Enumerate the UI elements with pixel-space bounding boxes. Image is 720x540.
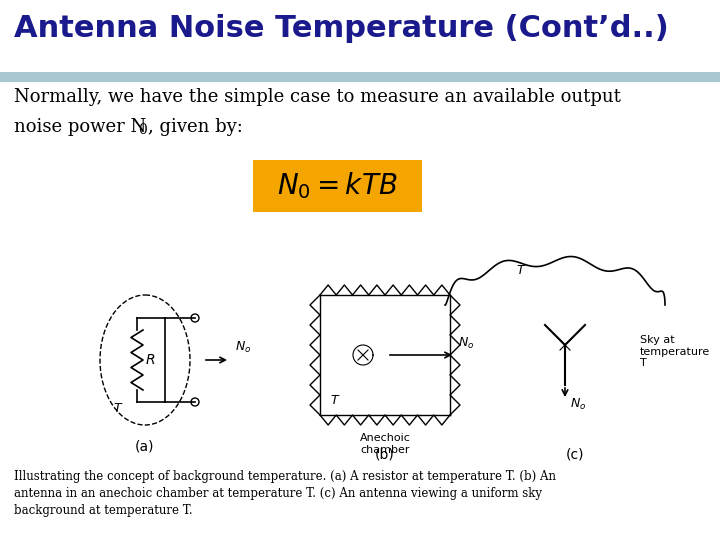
Text: Normally, we have the simple case to measure an available output: Normally, we have the simple case to mea… <box>14 88 621 106</box>
Text: T: T <box>516 264 524 276</box>
Text: T: T <box>113 402 121 415</box>
Text: $N_o$: $N_o$ <box>458 336 474 351</box>
Text: (b): (b) <box>375 448 395 462</box>
Text: Antenna Noise Temperature (Cont’d..): Antenna Noise Temperature (Cont’d..) <box>14 14 669 43</box>
Text: R: R <box>145 353 155 367</box>
Text: Sky at
temperature
T: Sky at temperature T <box>640 335 710 368</box>
Text: Illustrating the concept of background temperature. (a) A resistor at temperatur: Illustrating the concept of background t… <box>14 470 556 483</box>
Text: background at temperature T.: background at temperature T. <box>14 504 193 517</box>
Text: noise power N: noise power N <box>14 118 146 136</box>
Bar <box>0 72 720 82</box>
Text: $N_o$: $N_o$ <box>235 340 251 355</box>
Text: $N_o$: $N_o$ <box>570 397 586 412</box>
Text: antenna in an anechoic chamber at temperature T. (c) An antenna viewing a unifor: antenna in an anechoic chamber at temper… <box>14 487 542 500</box>
Text: T: T <box>330 394 338 407</box>
Text: (a): (a) <box>135 440 155 454</box>
Text: 0: 0 <box>138 123 147 137</box>
Text: , given by:: , given by: <box>148 118 243 136</box>
Text: Anechoic
chamber: Anechoic chamber <box>359 433 410 455</box>
FancyBboxPatch shape <box>253 160 422 212</box>
Text: $N_0 = kTB$: $N_0 = kTB$ <box>277 171 397 201</box>
Text: (c): (c) <box>566 448 584 462</box>
